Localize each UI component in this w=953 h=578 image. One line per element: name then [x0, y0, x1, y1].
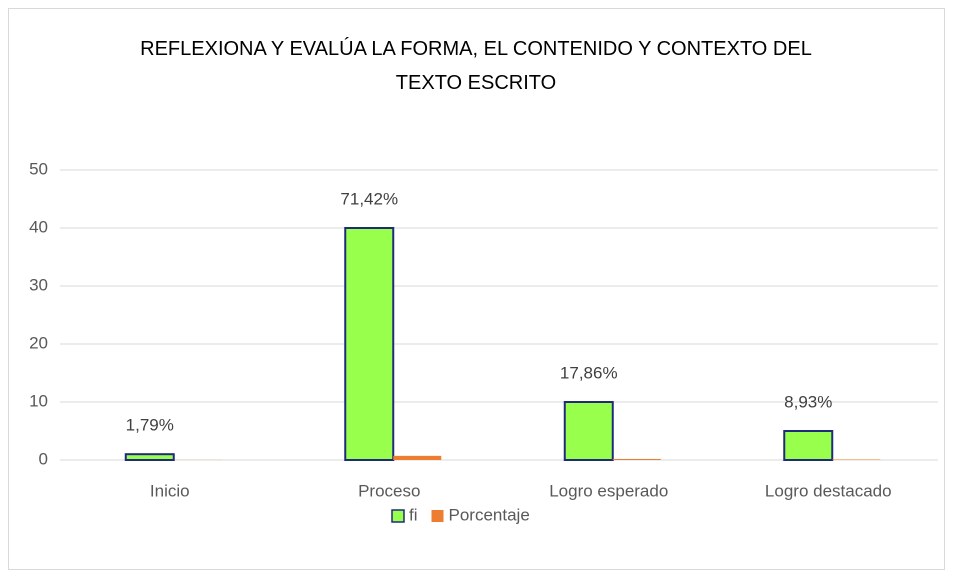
bar	[612, 458, 661, 460]
data-label: 1,79%	[126, 416, 174, 435]
bar	[783, 430, 834, 461]
legend-label: Porcentaje	[449, 505, 530, 524]
legend-swatch	[391, 509, 405, 523]
bar	[393, 455, 442, 460]
y-tick-label: 30	[29, 275, 48, 294]
x-tick-label: Logro esperado	[549, 481, 668, 500]
chart-border	[8, 8, 945, 570]
x-tick-label: Proceso	[358, 481, 420, 500]
y-tick-label: 10	[29, 391, 48, 410]
y-tick-label: 50	[29, 159, 48, 178]
bar	[832, 459, 881, 460]
bar	[563, 401, 614, 461]
y-tick-label: 40	[29, 217, 48, 236]
x-tick-label: Inicio	[150, 481, 190, 500]
bar	[124, 453, 175, 462]
legend-label: fi	[409, 505, 418, 524]
data-label: 71,42%	[340, 189, 398, 208]
x-tick-label: Logro destacado	[765, 481, 892, 500]
chart-title: REFLEXIONA Y EVALÚA LA FORMA, EL CONTENI…	[140, 38, 812, 94]
y-tick-label: 20	[29, 333, 48, 352]
data-label: 17,86%	[560, 363, 618, 382]
legend-swatch	[431, 510, 444, 522]
bar	[344, 227, 395, 461]
y-tick-label: 0	[39, 449, 48, 468]
data-label: 8,93%	[784, 392, 832, 411]
